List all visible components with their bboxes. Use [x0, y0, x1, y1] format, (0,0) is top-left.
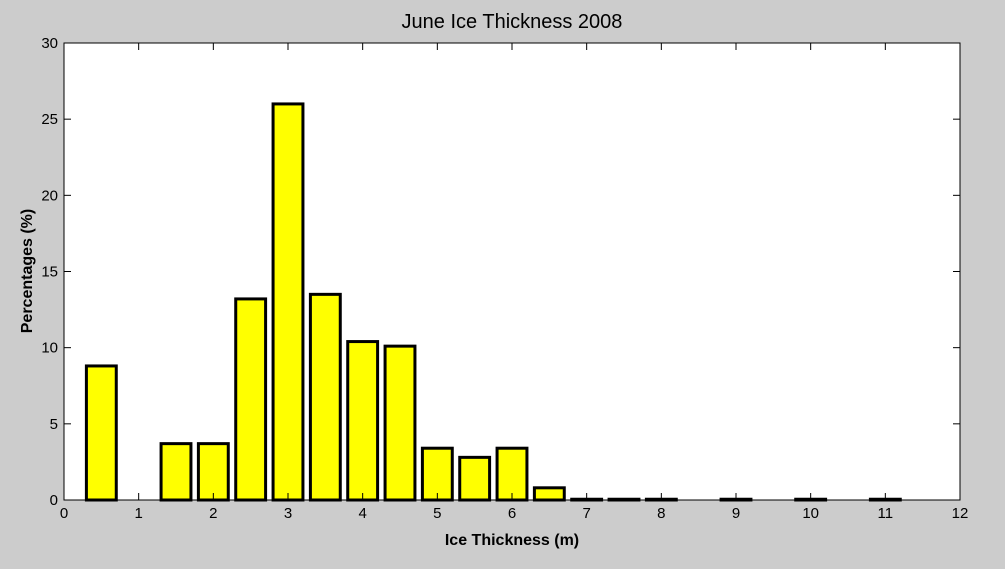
- y-tick-label: 20: [41, 187, 58, 204]
- x-tick-label: 9: [732, 505, 740, 522]
- x-tick-label: 11: [878, 505, 894, 522]
- bar: [84, 364, 118, 502]
- bar: [532, 486, 566, 502]
- bar: [420, 446, 454, 502]
- y-tick-label: 0: [50, 492, 58, 509]
- bar: [308, 292, 342, 502]
- x-tick-label: 0: [60, 505, 68, 522]
- chart-title: June Ice Thickness 2008: [402, 11, 623, 33]
- x-tick-label: 7: [582, 505, 590, 522]
- bar: [383, 344, 417, 502]
- y-axis-label: Percentages (%): [19, 209, 36, 334]
- bar: [271, 102, 305, 502]
- bar: [346, 340, 380, 502]
- bar: [196, 442, 230, 502]
- y-tick-label: 5: [50, 416, 58, 433]
- x-tick-label: 1: [134, 505, 142, 522]
- x-tick-label: 5: [433, 505, 441, 522]
- y-tick-label: 30: [41, 35, 58, 52]
- x-tick-label: 8: [657, 505, 665, 522]
- bar: [234, 297, 268, 502]
- bar: [159, 442, 193, 502]
- x-tick-label: 6: [508, 505, 516, 522]
- x-tick-label: 12: [952, 505, 969, 522]
- y-tick-label: 15: [41, 264, 58, 281]
- x-tick-label: 2: [209, 505, 217, 522]
- bar: [495, 446, 529, 502]
- x-tick-label: 10: [802, 505, 819, 522]
- plot-area: [64, 43, 960, 500]
- x-tick-label: 4: [358, 505, 366, 522]
- y-tick-label: 10: [41, 340, 58, 357]
- x-tick-label: 3: [284, 505, 292, 522]
- bar: [458, 455, 492, 502]
- x-axis-label: Ice Thickness (m): [445, 532, 579, 549]
- y-tick-label: 25: [41, 111, 58, 128]
